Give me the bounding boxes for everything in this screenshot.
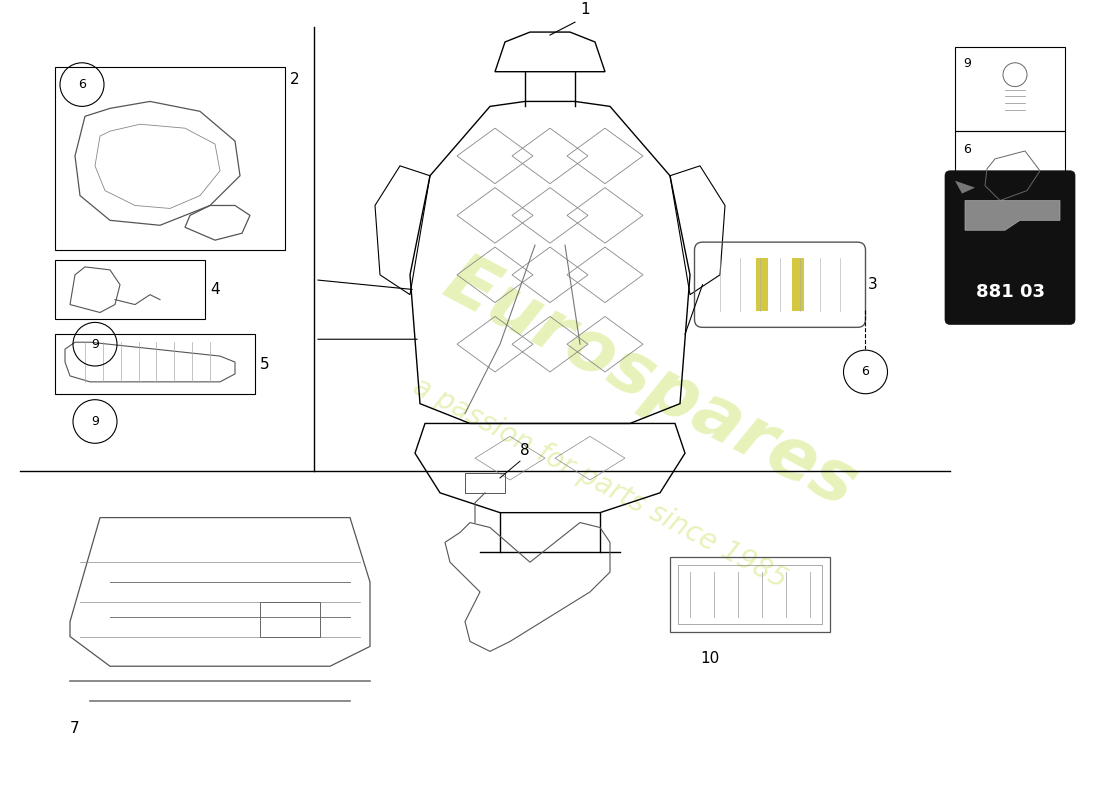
Polygon shape: [955, 181, 975, 194]
Bar: [955, 131, 1065, 215]
Polygon shape: [965, 201, 1060, 230]
Text: 6: 6: [962, 143, 971, 156]
FancyBboxPatch shape: [945, 170, 1075, 324]
Text: a passion for parts since 1985: a passion for parts since 1985: [408, 372, 792, 594]
Text: 881 03: 881 03: [976, 282, 1045, 301]
Bar: [55, 334, 255, 394]
Bar: [670, 558, 830, 631]
Text: 7: 7: [70, 721, 79, 736]
Text: 9: 9: [91, 338, 99, 350]
Text: 8: 8: [520, 443, 529, 458]
Text: 1: 1: [580, 2, 590, 18]
Text: 6: 6: [861, 366, 869, 378]
Bar: [955, 47, 1065, 131]
Text: 2: 2: [290, 72, 299, 86]
Bar: [260, 602, 320, 637]
Bar: [465, 473, 505, 493]
Bar: [792, 258, 804, 311]
Text: 5: 5: [260, 357, 270, 371]
Text: 9: 9: [91, 415, 99, 428]
Text: 3: 3: [868, 278, 877, 292]
Text: 6: 6: [78, 78, 86, 91]
Text: Eurospares: Eurospares: [432, 246, 868, 522]
Bar: [756, 258, 768, 311]
Bar: [55, 66, 285, 250]
Text: 10: 10: [700, 651, 719, 666]
Bar: [55, 260, 205, 319]
Text: 9: 9: [962, 57, 971, 70]
Bar: [678, 565, 822, 624]
Text: 4: 4: [210, 282, 220, 297]
